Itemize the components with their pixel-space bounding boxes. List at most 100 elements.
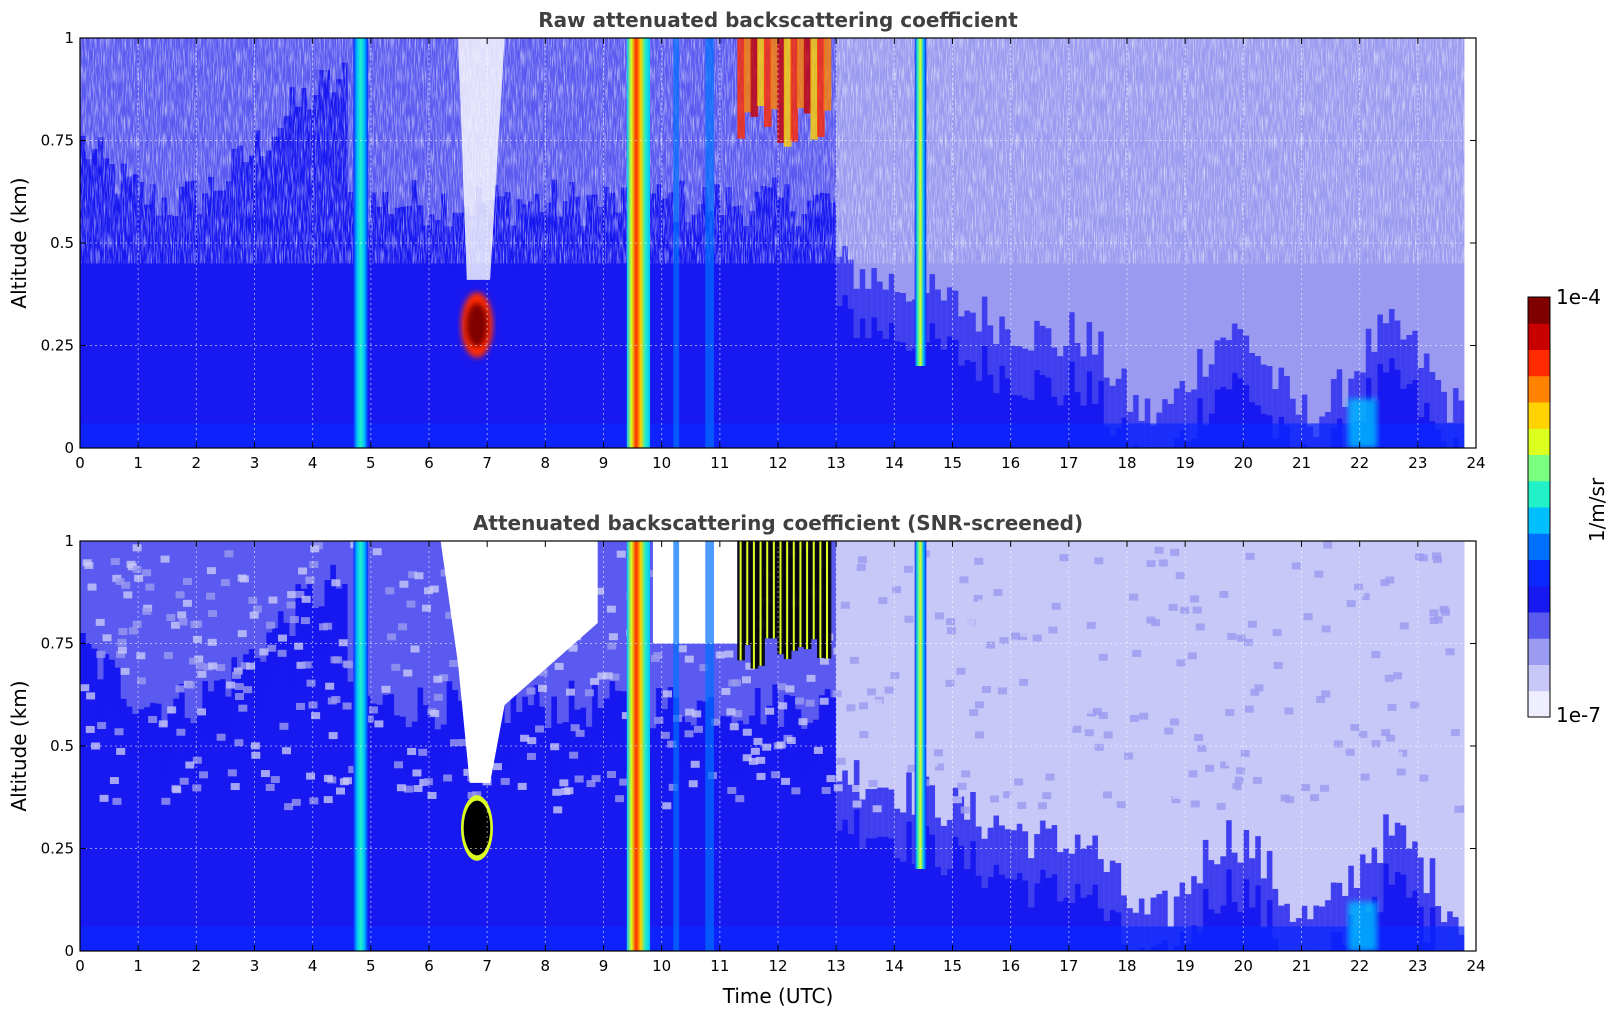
- heatmap-cell: [199, 771, 209, 779]
- heatmap-cell: [1406, 335, 1413, 385]
- heatmap-cell: [251, 751, 261, 759]
- heatmap-cell: [110, 557, 120, 565]
- heatmap-cell: [1360, 773, 1370, 781]
- heatmap-cell: [1188, 770, 1198, 778]
- heatmap-cell: [900, 293, 907, 343]
- upper-cloud-edge: [759, 541, 762, 666]
- heatmap-cell: [791, 787, 801, 795]
- heatmap-cell: [1084, 729, 1094, 737]
- heatmap-cell: [342, 777, 352, 785]
- upper-cloud-edge: [819, 541, 822, 658]
- heatmap-cell: [382, 695, 389, 745]
- heatmap-cell: [559, 779, 569, 787]
- heatmap-cell: [1371, 847, 1378, 897]
- heatmap-cell: [1155, 585, 1165, 593]
- heatmap-cell: [1019, 629, 1029, 637]
- heatmap-cell: [735, 795, 745, 803]
- panel2-title: Attenuated backscattering coefficient (S…: [473, 511, 1083, 535]
- upper-cloud-edge: [799, 541, 802, 648]
- heatmap-cell: [819, 657, 829, 665]
- heatmap-cell: [1185, 392, 1192, 442]
- heatmap-cell: [894, 292, 901, 342]
- heatmap-cell: [1121, 895, 1128, 945]
- heatmap-cell: [1423, 653, 1433, 661]
- heatmap-cell: [419, 778, 429, 786]
- heatmap-cell: [1249, 858, 1256, 908]
- heatmap-cell: [1006, 579, 1016, 587]
- heatmap-cell: [597, 541, 604, 709]
- heatmap-cell: [1273, 661, 1283, 669]
- heatmap-cell: [452, 690, 459, 740]
- colorbar-step: [1528, 480, 1550, 508]
- heatmap-cell: [289, 616, 299, 624]
- heatmap-cell: [1284, 541, 1291, 904]
- heatmap-cell: [97, 541, 104, 680]
- heatmap-cell: [565, 688, 575, 696]
- heatmap-cell: [957, 782, 967, 790]
- heatmap-cell: [798, 718, 808, 726]
- heatmap-cell: [1194, 734, 1204, 742]
- heatmap-cell: [971, 582, 981, 590]
- x-tick-label: 0: [75, 957, 85, 975]
- heatmap-cell: [1272, 541, 1279, 889]
- heatmap-cell: [1336, 541, 1343, 883]
- heatmap-cell: [960, 703, 970, 711]
- heatmap-cell: [993, 815, 1000, 865]
- heatmap-cell: [1212, 603, 1222, 611]
- heatmap-cell: [1388, 309, 1396, 359]
- heatmap-cell: [1156, 894, 1163, 944]
- heatmap-cell: [206, 592, 216, 600]
- heatmap-cell: [801, 728, 808, 779]
- heatmap-cell: [1086, 845, 1093, 895]
- heatmap-cell: [537, 684, 547, 692]
- heatmap-cell: [890, 779, 900, 787]
- heatmap-cell: [429, 585, 439, 593]
- heatmap-cell: [603, 672, 613, 680]
- heatmap-cell: [348, 766, 358, 774]
- heatmap-cell: [458, 738, 468, 746]
- heatmap-cell: [852, 785, 862, 793]
- heatmap-cell: [1403, 677, 1413, 685]
- heatmap-cell: [1231, 852, 1239, 902]
- heatmap-cell: [224, 550, 234, 558]
- heatmap-cell: [347, 541, 354, 682]
- heatmap-cell: [121, 581, 131, 589]
- heatmap-cell: [590, 678, 600, 686]
- heatmap-cell: [952, 796, 962, 804]
- heatmap-cell: [254, 541, 261, 659]
- upper-cloud-cell: [757, 38, 765, 106]
- heatmap-cell: [841, 245, 849, 296]
- heatmap-cell: [234, 739, 244, 747]
- heatmap-cell: [116, 747, 126, 755]
- heatmap-cell: [756, 772, 766, 780]
- streak: [705, 38, 715, 448]
- heatmap-cell: [1301, 784, 1311, 792]
- x-tick-label: 6: [424, 454, 434, 472]
- heatmap-cell: [1009, 793, 1019, 801]
- heatmap-cell: [413, 785, 423, 793]
- heatmap-cell: [756, 756, 766, 764]
- heatmap-cell: [591, 684, 599, 734]
- heatmap-cell: [417, 541, 424, 688]
- heatmap-cell: [888, 273, 895, 324]
- heatmap-cell: [1020, 689, 1030, 697]
- heatmap-cell: [754, 688, 762, 738]
- heatmap-cell: [597, 672, 607, 680]
- heatmap-cell: [406, 600, 416, 608]
- heatmap-cell: [952, 602, 962, 610]
- heatmap-cell: [950, 573, 960, 581]
- heatmap-cell: [553, 806, 563, 814]
- heatmap-cell: [1243, 335, 1250, 385]
- x-tick-label: 9: [599, 454, 609, 472]
- panel1-grid: [80, 38, 1476, 448]
- heatmap-cell: [1116, 801, 1126, 809]
- x-tick-label: 16: [1001, 957, 1020, 975]
- heatmap-cell: [741, 676, 751, 684]
- heatmap-cell: [1169, 607, 1179, 615]
- heatmap-cell: [126, 541, 133, 707]
- heatmap-cell: [1019, 678, 1029, 686]
- heatmap-cell: [103, 541, 110, 655]
- heatmap-cell: [1401, 547, 1411, 555]
- heatmap-cell: [1429, 372, 1436, 422]
- heatmap-cell: [952, 290, 959, 340]
